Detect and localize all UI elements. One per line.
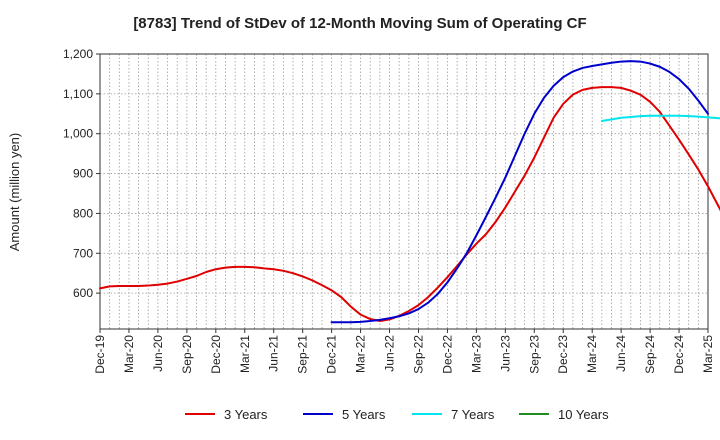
y-axis-label: Amount (million yen) xyxy=(7,133,22,252)
x-tick-label: Sep-22 xyxy=(411,335,425,374)
y-tick-label: 1,000 xyxy=(63,127,93,141)
x-tick-label: Jun-24 xyxy=(614,335,628,372)
y-tick-label: 1,200 xyxy=(63,47,93,61)
x-tick-label: Jun-21 xyxy=(267,335,281,372)
legend-label: 10 Years xyxy=(558,407,609,422)
x-tick-label: Sep-24 xyxy=(643,335,657,374)
grid xyxy=(100,53,708,329)
x-tick-label: Jun-20 xyxy=(151,335,165,372)
y-axis-ticks: 600 700 800 900 1,000 1,100 1,200 xyxy=(63,47,100,300)
legend-label: 5 Years xyxy=(342,407,386,422)
y-tick-label: 900 xyxy=(73,167,93,181)
x-axis-ticks: Dec-19 Mar-20 Jun-20 Sep-20 Dec-20 Mar-21 Jun-… xyxy=(93,329,715,374)
y-tick-label: 700 xyxy=(73,246,93,260)
legend-label: 7 Years xyxy=(451,407,495,422)
x-tick-label: Jun-22 xyxy=(383,335,397,372)
x-tick-label: Dec-22 xyxy=(440,335,454,374)
x-tick-label: Mar-25 xyxy=(701,335,715,373)
legend-label: 3 Years xyxy=(224,407,268,422)
x-tick-label: Mar-24 xyxy=(585,335,599,373)
x-tick-label: Dec-23 xyxy=(556,335,570,374)
chart-title: [8783] Trend of StDev of 12-Month Moving… xyxy=(133,15,586,32)
x-tick-label: Dec-19 xyxy=(93,335,107,374)
x-tick-label: Mar-22 xyxy=(354,335,368,373)
x-tick-label: Mar-21 xyxy=(238,335,252,373)
legend: 3 Years 5 Years 7 Years 10 Years xyxy=(185,407,609,422)
series-line-5-years xyxy=(330,60,709,324)
x-tick-label: Dec-24 xyxy=(672,335,686,374)
x-tick-label: Jun-23 xyxy=(498,335,512,372)
x-tick-label: Mar-23 xyxy=(469,335,483,373)
series-lines xyxy=(99,60,720,324)
y-tick-label: 1,100 xyxy=(63,87,93,101)
plot-area xyxy=(99,53,709,330)
y-tick-label: 600 xyxy=(73,286,93,300)
x-tick-label: Sep-21 xyxy=(296,335,310,374)
series-line-7-years xyxy=(600,114,720,122)
x-tick-label: Sep-23 xyxy=(527,335,541,374)
y-tick-label: 800 xyxy=(73,206,93,220)
x-tick-label: Mar-20 xyxy=(122,335,136,373)
series-line-3-years xyxy=(99,86,720,323)
x-tick-label: Dec-21 xyxy=(325,335,339,374)
x-tick-label: Sep-20 xyxy=(180,335,194,374)
x-tick-label: Dec-20 xyxy=(209,335,223,374)
